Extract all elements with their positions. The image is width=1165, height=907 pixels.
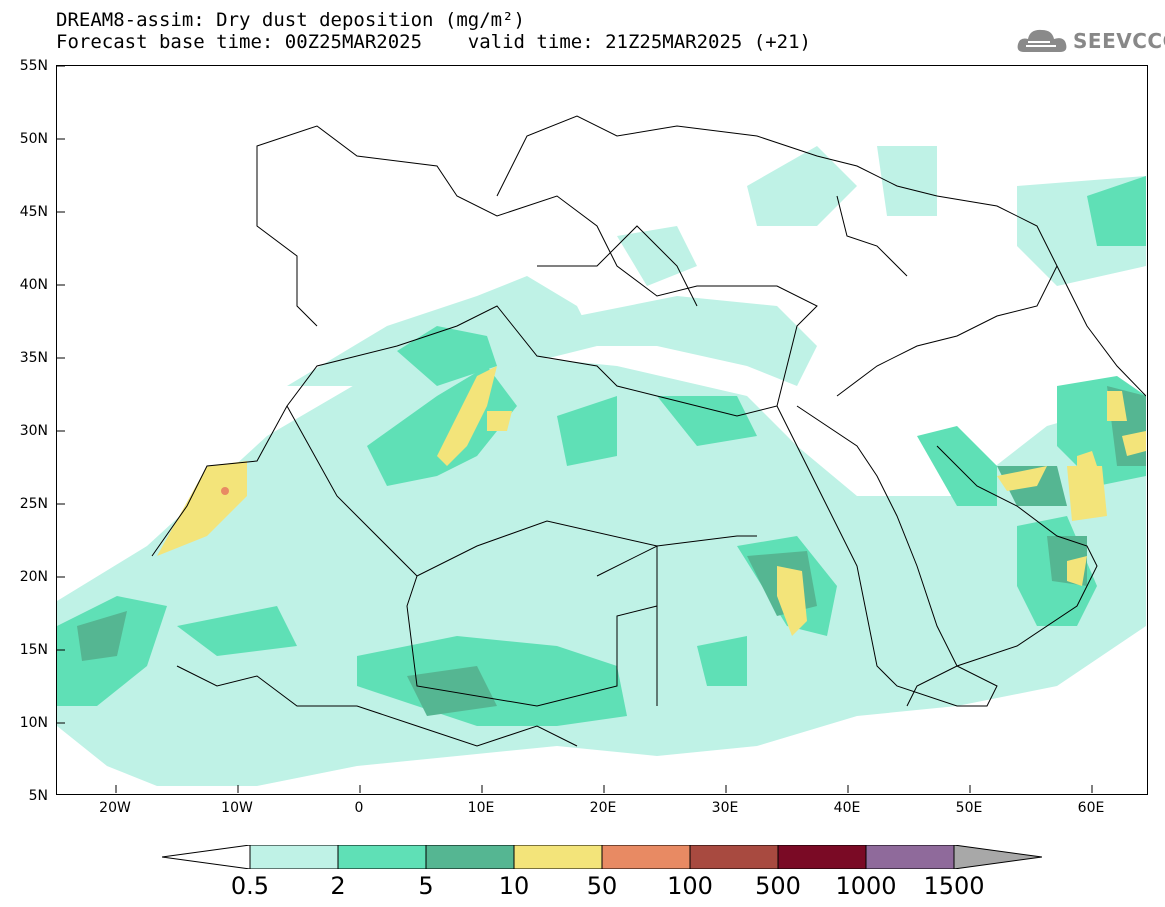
lat-label: 45N [19, 204, 48, 220]
colorbar-label: 10 [498, 872, 530, 900]
colorbar-label: 2 [330, 872, 346, 900]
colorbar-left-triangle [161, 844, 251, 870]
colorbar-bin [777, 844, 867, 870]
lat-label: 30N [19, 423, 48, 439]
lon-label: 10W [221, 800, 253, 816]
legend-colorbar [161, 844, 1043, 870]
lat-label: 25N [19, 496, 48, 512]
colorbar-bin [865, 844, 955, 870]
lat-label: 55N [19, 58, 48, 74]
deposition-0.5-2 [57, 146, 1146, 786]
map-area [56, 65, 1148, 795]
colorbar-label: 100 [667, 872, 713, 900]
lat-label: 40N [19, 277, 48, 293]
lat-label: 50N [19, 131, 48, 147]
lon-label: 60E [1077, 800, 1105, 816]
colorbar-bin [337, 844, 427, 870]
map-title: DREAM8-assim: Dry dust deposition (mg/m²… [56, 9, 525, 31]
lat-label: 20N [19, 569, 48, 585]
country-borders [151, 115, 1147, 747]
colorbar-label: 50 [586, 872, 618, 900]
colorbar-label: 1000 [835, 872, 897, 900]
graticule-ticks [57, 65, 1093, 793]
cloud-icon [1017, 29, 1067, 52]
lat-label: 5N [28, 788, 48, 804]
colorbar-bin [689, 844, 779, 870]
colorbar-label: 5 [418, 872, 434, 900]
colorbar-label: 500 [755, 872, 801, 900]
lon-label: 30E [711, 800, 739, 816]
colorbar-bin [601, 844, 691, 870]
colorbar-bin [513, 844, 603, 870]
lat-label: 15N [19, 642, 48, 658]
lon-label: 0 [354, 800, 364, 816]
seevccc-logo: SEEVCCC [1016, 24, 1165, 58]
colorbar-right-triangle [953, 844, 1043, 870]
lon-label: 20E [589, 800, 617, 816]
lat-label: 10N [19, 715, 48, 731]
colorbar-label: 1500 [923, 872, 985, 900]
dust-map [57, 65, 1147, 793]
lon-label: 50E [955, 800, 983, 816]
lat-label: 35N [19, 350, 48, 366]
colorbar-label: 0.5 [230, 872, 270, 900]
lon-label: 40E [833, 800, 861, 816]
lon-label: 10E [467, 800, 495, 816]
colorbar-bin [249, 844, 339, 870]
colorbar-bin [425, 844, 515, 870]
deposition-50-100 [221, 487, 229, 495]
deposition-10-50 [157, 366, 1146, 636]
forecast-times: Forecast base time: 00Z25MAR2025 valid t… [56, 31, 811, 53]
logo-text: SEEVCCC [1073, 29, 1165, 53]
lon-label: 20W [99, 800, 131, 816]
